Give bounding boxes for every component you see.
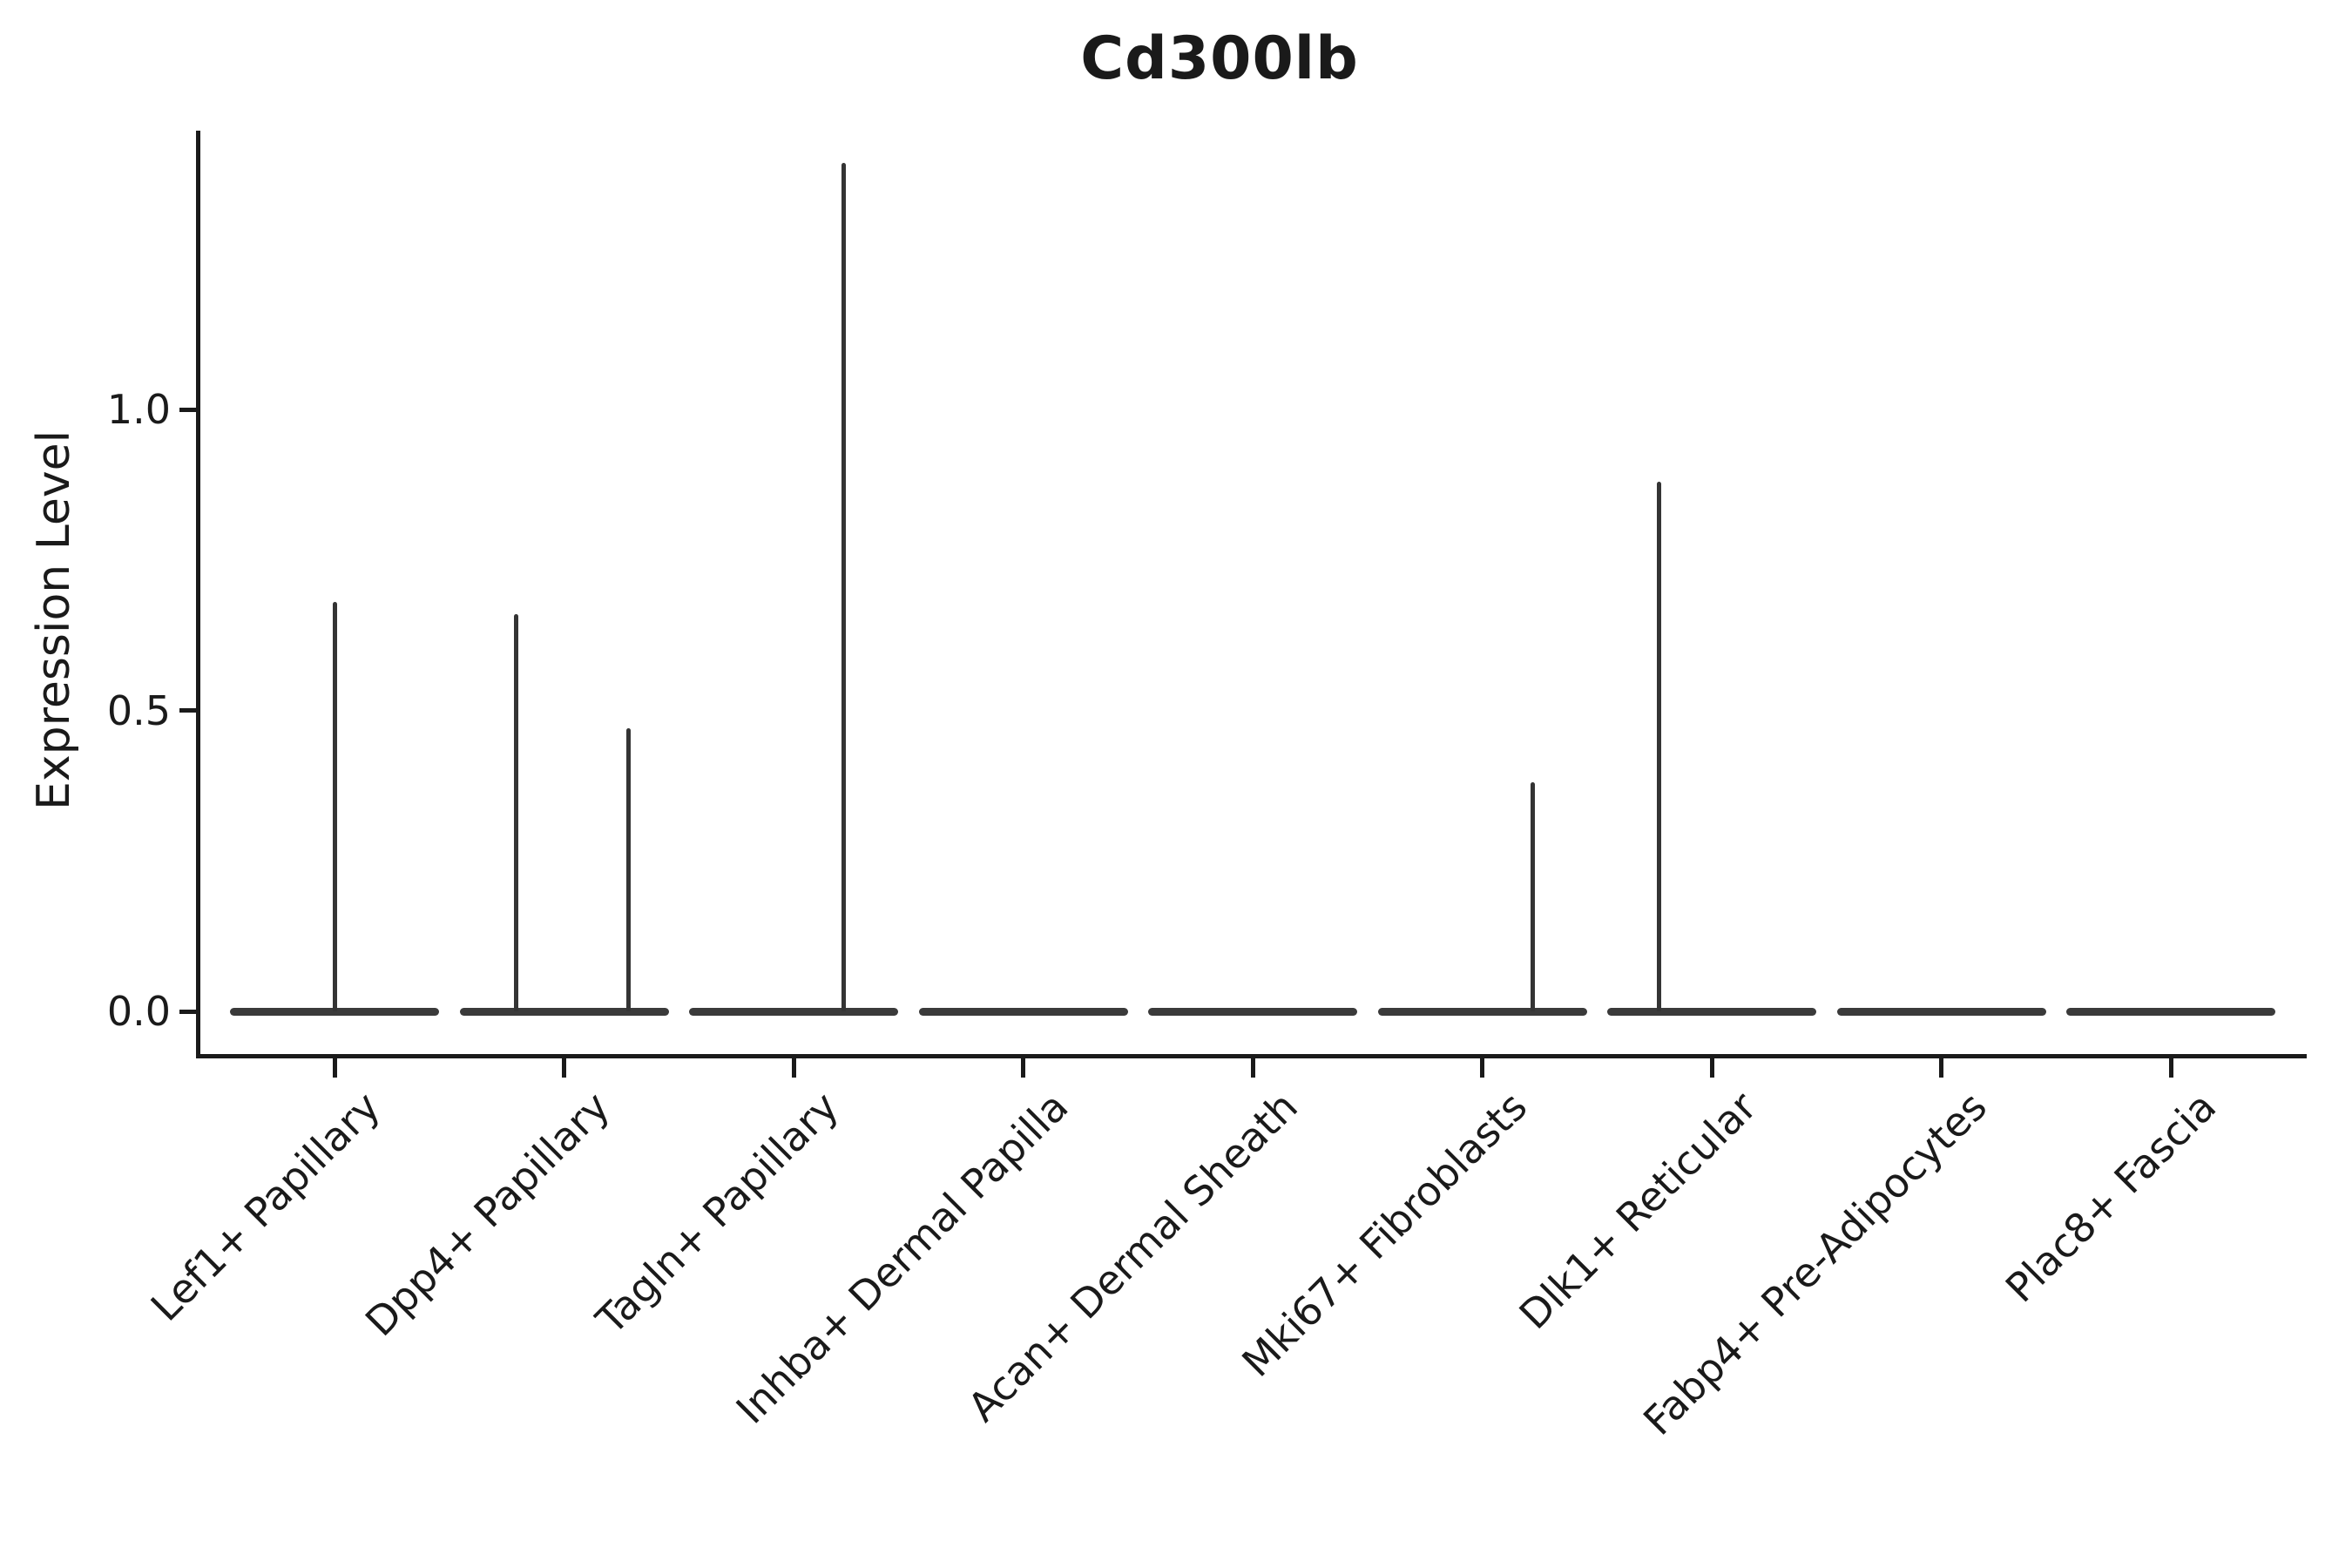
violin-body <box>2066 1008 2275 1016</box>
violin-body <box>230 1008 439 1016</box>
chart-title: Cd300lb <box>1080 24 1359 93</box>
violin-spike <box>1656 481 1661 1011</box>
violin-spike <box>1530 782 1535 1011</box>
y-tick <box>179 708 199 713</box>
x-tick-label: Tagln+ Papillary <box>587 1083 848 1343</box>
x-tick-label: Dlk1+ Reticular <box>1510 1083 1767 1339</box>
violin-spike <box>841 162 847 1011</box>
violin-body <box>1607 1008 1816 1016</box>
x-tick <box>1709 1057 1714 1078</box>
x-tick <box>1939 1057 1943 1078</box>
y-axis-spine <box>196 131 200 1058</box>
x-tick-label: Lef1+ Papillary <box>141 1083 389 1330</box>
violin-body <box>689 1008 898 1016</box>
violin-body <box>459 1008 669 1016</box>
y-tick-label: 1.0 <box>106 386 171 433</box>
x-tick <box>562 1057 566 1078</box>
violin-body <box>1148 1008 1357 1016</box>
x-tick-label: Dpp4+ Papillary <box>355 1083 618 1346</box>
x-tick <box>791 1057 796 1078</box>
x-tick <box>1021 1057 1025 1078</box>
x-tick <box>1480 1057 1484 1078</box>
y-tick <box>179 1009 199 1014</box>
x-axis-spine <box>196 1054 2307 1058</box>
x-tick-label: Plac8+ Fascia <box>1996 1083 2226 1312</box>
violin-body <box>918 1008 1128 1016</box>
violin-spike <box>332 602 337 1011</box>
violin-body <box>1377 1008 1587 1016</box>
y-axis-label: Expression Level <box>28 429 80 811</box>
x-tick <box>2168 1057 2173 1078</box>
violin-body <box>1836 1008 2046 1016</box>
violin-spike <box>625 728 631 1011</box>
x-tick <box>332 1057 337 1078</box>
y-tick-label: 0.0 <box>106 988 171 1035</box>
y-tick <box>179 407 199 412</box>
violin-spike <box>513 613 518 1011</box>
x-tick <box>1250 1057 1255 1078</box>
y-tick-label: 0.5 <box>106 686 171 734</box>
